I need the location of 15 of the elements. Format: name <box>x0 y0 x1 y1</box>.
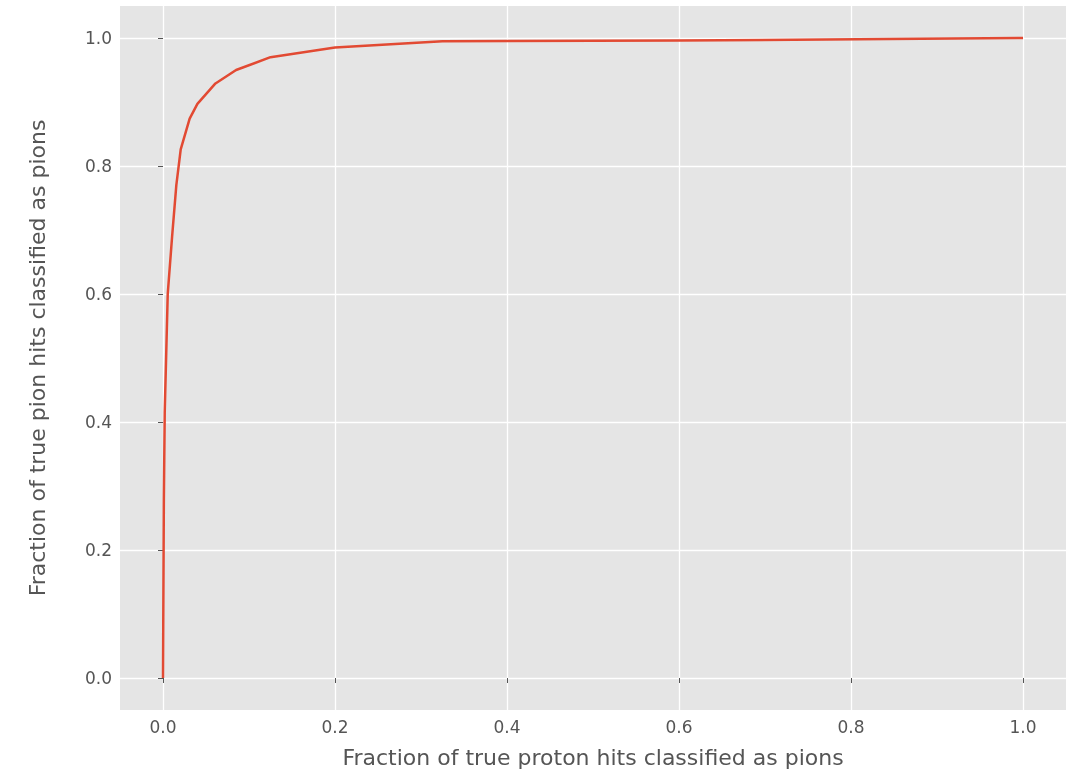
x-tick-label: 0.8 <box>837 716 865 737</box>
line-series <box>161 36 1025 680</box>
x-tick-label: 0.6 <box>665 716 693 737</box>
x-tick-label: 0.0 <box>149 716 177 737</box>
y-tick-label: 0.6 <box>84 284 112 304</box>
y-tick-label: 0.2 <box>84 540 112 560</box>
y-tick-label: 0.8 <box>84 156 112 176</box>
x-tick-label: 0.2 <box>321 716 349 737</box>
y-axis-title: Fraction of true pion hits classified as pions <box>24 119 50 597</box>
x-tick-label: 1.0 <box>1009 716 1037 737</box>
x-tick-label: 0.4 <box>493 716 521 737</box>
y-tick-label: 0.4 <box>84 412 112 432</box>
x-axis-title: Fraction of true proton hits classified as pions <box>342 744 844 770</box>
y-tick-label: 1.0 <box>84 28 112 48</box>
y-tick-label: 0.0 <box>84 668 112 688</box>
